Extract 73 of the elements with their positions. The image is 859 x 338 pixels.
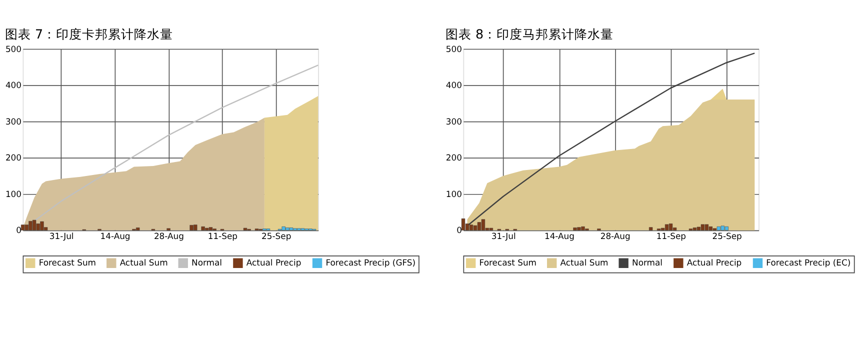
legend-label: Actual Precip bbox=[686, 258, 742, 268]
bar bbox=[282, 226, 286, 230]
legend-label: Forecast Sum bbox=[38, 258, 96, 268]
y-tick-label: 100 bbox=[5, 188, 22, 199]
bar bbox=[668, 224, 673, 230]
bar bbox=[194, 224, 198, 230]
line-series bbox=[466, 52, 756, 227]
x-tick-label: 14-Aug bbox=[544, 231, 574, 242]
y-tick-label: 500 bbox=[446, 44, 462, 54]
x-tick-label: 31-Jul bbox=[491, 231, 516, 242]
bar bbox=[461, 218, 466, 230]
legend-label: Actual Precip bbox=[246, 258, 302, 268]
y-tick-label: 300 bbox=[5, 116, 22, 126]
legend-label: Actual Sum bbox=[560, 258, 608, 268]
legend-label: Forecast Precip (EC) bbox=[766, 258, 851, 268]
bar bbox=[692, 228, 697, 230]
legend-label: Forecast Precip (GFS) bbox=[326, 258, 416, 268]
bar bbox=[469, 224, 474, 230]
bar bbox=[660, 228, 665, 230]
bar bbox=[24, 224, 28, 230]
bar bbox=[190, 225, 194, 230]
x-tick-label: 28-Aug bbox=[600, 231, 630, 242]
bar bbox=[40, 221, 44, 230]
bar bbox=[489, 228, 494, 230]
x-tick-label: 11-Sep bbox=[208, 231, 238, 242]
y-tick-label: 300 bbox=[446, 116, 462, 126]
bar bbox=[20, 224, 25, 230]
x-tick-label: 25-Sep bbox=[712, 231, 742, 242]
y-tick-label: 100 bbox=[446, 188, 462, 199]
chart-title: 图表 8：印度马邦累计降水量 bbox=[445, 26, 614, 42]
bar bbox=[36, 224, 40, 230]
bar bbox=[708, 226, 713, 230]
y-tick-label: 400 bbox=[5, 80, 22, 90]
x-tick-label: 14-Aug bbox=[100, 231, 130, 242]
bar bbox=[720, 226, 724, 230]
x-tick-label: 28-Aug bbox=[154, 231, 184, 242]
bar bbox=[704, 224, 709, 230]
bar bbox=[481, 219, 486, 230]
bar bbox=[716, 226, 720, 230]
bar bbox=[28, 221, 32, 230]
bar bbox=[700, 224, 705, 230]
legend-label: Actual Sum bbox=[120, 258, 168, 268]
bar bbox=[201, 226, 205, 230]
bar bbox=[208, 227, 213, 230]
y-tick-label: 0 bbox=[16, 225, 22, 236]
legend-label: Normal bbox=[192, 258, 222, 268]
bar bbox=[696, 226, 701, 230]
bar bbox=[136, 228, 140, 230]
bar bbox=[286, 228, 290, 230]
x-tick-label: 25-Sep bbox=[262, 231, 292, 242]
bar bbox=[473, 225, 478, 230]
legend-label: Forecast Sum bbox=[479, 258, 536, 268]
x-tick-label: 31-Jul bbox=[49, 231, 74, 242]
y-tick-label: 200 bbox=[446, 152, 462, 163]
y-tick-label: 200 bbox=[5, 152, 22, 163]
bar bbox=[672, 228, 677, 230]
chart-title: 图表 7：印度卡邦累计降水量 bbox=[4, 26, 174, 42]
bar bbox=[205, 228, 209, 230]
bar bbox=[32, 220, 36, 230]
bar bbox=[243, 228, 248, 230]
bar bbox=[289, 228, 294, 230]
y-tick-label: 0 bbox=[456, 225, 462, 236]
legend-label: Normal bbox=[632, 258, 662, 268]
bar bbox=[477, 222, 482, 230]
bar bbox=[649, 227, 653, 230]
bar bbox=[577, 227, 581, 230]
bar bbox=[573, 228, 577, 230]
y-tick-label: 400 bbox=[446, 80, 462, 90]
bar bbox=[581, 226, 585, 230]
x-tick-label: 11-Sep bbox=[656, 231, 686, 242]
bar bbox=[664, 224, 669, 230]
y-tick-label: 500 bbox=[5, 44, 22, 54]
bar bbox=[724, 226, 728, 230]
